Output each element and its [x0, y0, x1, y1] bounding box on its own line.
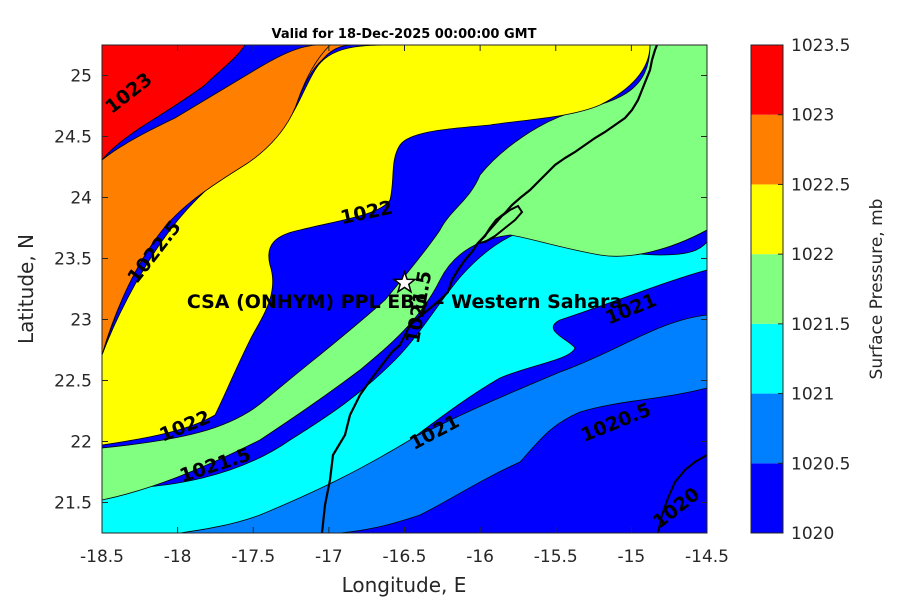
colorbar-segment [751, 393, 783, 464]
x-tick-label: -16.5 [383, 547, 427, 567]
coastline [320, 45, 659, 533]
coastline-inlet [475, 204, 524, 245]
colorbar: 1020 1020.5 1021 1021.5 1022 1022.5 1023 1023.5 [750, 36, 850, 544]
x-axis-ticks: -18.5 -18 -17.5 -17 -16.5 -16 -15.5 -15 -14.5 [80, 45, 729, 567]
y-tick-label: 23.5 [54, 250, 92, 270]
band-1022.5-main [102, 45, 331, 356]
colorbar-segment [751, 463, 783, 533]
colorbar-tick-label: 1020 [791, 524, 834, 544]
site-marker [391, 269, 418, 294]
colorbar-tick-label: 1022.5 [791, 175, 850, 195]
y-tick-label: 22.5 [54, 372, 92, 392]
colorbar-tick-label: 1022 [791, 245, 834, 265]
colorbar-segment [751, 254, 783, 324]
plot-area: 10231022.5102210221021.51021.51021102110… [102, 45, 707, 533]
x-tick-label: -17 [315, 547, 343, 567]
colorbar-segment [751, 45, 783, 115]
y-tick-label: 24.5 [54, 128, 92, 148]
colorbar-label: Surface Pressure, mb [867, 199, 887, 380]
colorbar-segment [751, 184, 783, 255]
colorbar-tick-label: 1023.5 [791, 36, 850, 56]
x-tick-label: -16 [466, 547, 494, 567]
y-tick-label: 23 [70, 311, 92, 331]
colorbar-tick-label: 1020.5 [791, 454, 850, 474]
colorbar-tick-label: 1021 [791, 385, 834, 405]
x-tick-label: -17.5 [231, 547, 275, 567]
site-star [391, 269, 418, 294]
y-axis-label: Latitude, N [14, 234, 38, 344]
chart-title: Valid for 18-Dec-2025 00:00:00 GMT [272, 27, 537, 42]
colorbar-frame [750, 44, 784, 534]
colorbar-tick-label: 1023 [791, 106, 834, 126]
y-tick-label: 21.5 [54, 494, 92, 514]
coastline-east [657, 454, 707, 533]
x-tick-label: -15.5 [534, 547, 578, 567]
band-1021.5 [102, 45, 707, 533]
y-tick-label: 25 [70, 67, 92, 87]
y-tick-label: 24 [70, 189, 92, 209]
x-tick-label: -15 [617, 547, 645, 567]
site-label: CSA (ONHYM) PPL EBS – Western Sahara [187, 291, 622, 313]
y-axis-ticks: 21.5 22 22.5 23 23.5 24 24.5 25 [54, 67, 707, 514]
colorbar-tick-label: 1021.5 [791, 315, 850, 335]
band-1023 [102, 45, 246, 161]
x-tick-label: -18.5 [80, 547, 124, 567]
colorbar-segment [751, 114, 783, 185]
x-axis-label: Longitude, E [342, 573, 467, 597]
x-tick-label: -18 [164, 547, 192, 567]
y-tick-label: 22 [70, 433, 92, 453]
x-tick-label: -14.5 [685, 547, 729, 567]
colorbar-segment [751, 323, 783, 394]
